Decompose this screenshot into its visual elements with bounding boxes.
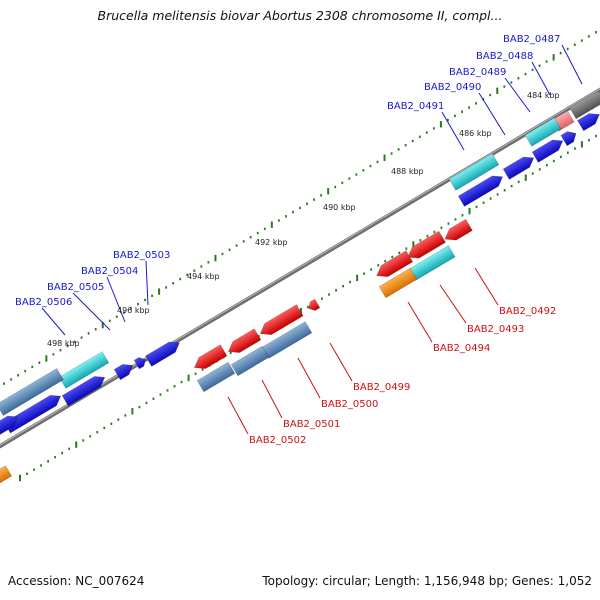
gene-feature-blue[interactable] — [61, 372, 108, 407]
gene-label-bab2-0502[interactable]: BAB2_0502 — [249, 435, 306, 446]
gene-label-bab2-0504[interactable]: BAB2_0504 — [81, 266, 138, 277]
gene-label-bab2-0500[interactable]: BAB2_0500 — [321, 399, 378, 410]
kbp-label: 494 kbp — [187, 272, 220, 281]
gene-feature-blue[interactable] — [502, 153, 537, 180]
gene-feature-blue[interactable] — [133, 355, 148, 370]
gene-feature-cyan[interactable] — [58, 351, 110, 389]
kbp-label: 490 kbp — [323, 203, 356, 212]
gene-feature-red[interactable] — [225, 328, 262, 358]
map-title: Brucella melitensis biovar Abortus 2308 … — [97, 8, 503, 23]
leader-line — [474, 267, 499, 306]
gene-label-bab2-0493[interactable]: BAB2_0493 — [467, 324, 524, 335]
gene-feature-blue[interactable] — [457, 172, 505, 207]
gene-feature-cyan[interactable] — [448, 153, 500, 191]
kbp-label: 484 kbp — [527, 91, 560, 100]
leader-line — [439, 284, 467, 324]
gene-feature-steel[interactable] — [230, 345, 270, 377]
leader-line — [531, 61, 551, 96]
gene-feature-blue[interactable] — [560, 128, 579, 147]
gene-label-bab2-0503[interactable]: BAB2_0503 — [113, 250, 170, 261]
kbp-label: 496 kbp — [117, 306, 150, 315]
leader-line — [145, 260, 149, 306]
leader-line — [441, 111, 465, 151]
gene-label-bab2-0501[interactable]: BAB2_0501 — [283, 419, 340, 430]
gene-label-bab2-0492[interactable]: BAB2_0492 — [499, 306, 556, 317]
tick-marks-outer — [3, 31, 597, 385]
kbp-label: 498 kbp — [47, 339, 80, 348]
kbp-label: 488 kbp — [391, 167, 424, 176]
leader-line — [407, 301, 433, 343]
leader-line — [561, 44, 583, 85]
leader-line — [329, 342, 353, 382]
gene-feature-blue[interactable] — [145, 338, 182, 367]
gene-labels[interactable]: BAB2_0487 BAB2_0488 BAB2_0489 BAB2_0490 BAB2… — [15, 34, 560, 446]
leader-line — [297, 357, 321, 399]
gene-feature-blue[interactable] — [0, 412, 21, 437]
gene-feature-red[interactable] — [306, 298, 321, 313]
gene-feature-red[interactable] — [404, 230, 446, 263]
gene-feature-red[interactable] — [191, 344, 228, 374]
leader-line — [478, 92, 506, 136]
gene-label-bab2-0491[interactable]: BAB2_0491 — [387, 101, 444, 112]
gene-feature-blue[interactable] — [531, 136, 566, 163]
gene-feature-steel[interactable] — [196, 361, 236, 393]
gene-feature-blue[interactable] — [113, 360, 136, 381]
leader-line — [227, 396, 249, 435]
gene-feature-orange[interactable] — [378, 267, 418, 299]
accession-text: Accession: NC_007624 — [8, 574, 145, 588]
label-leader-lines — [41, 44, 583, 435]
leader-line — [106, 276, 126, 323]
leader-line — [504, 77, 531, 113]
gene-features[interactable] — [0, 87, 600, 487]
gene-label-bab2-0499[interactable]: BAB2_0499 — [353, 382, 410, 393]
gene-feature-steel[interactable] — [0, 368, 64, 416]
gene-feature-blue[interactable] — [3, 391, 63, 434]
kbp-label: 492 kbp — [255, 238, 288, 247]
gene-label-bab2-0489[interactable]: BAB2_0489 — [449, 67, 506, 78]
leader-line — [72, 292, 111, 331]
leader-line — [41, 307, 66, 336]
gene-feature-red[interactable] — [373, 250, 414, 282]
gene-feature-blue[interactable] — [577, 109, 600, 132]
gene-label-bab2-0506[interactable]: BAB2_0506 — [15, 297, 72, 308]
topology-summary: Topology: circular; Length: 1,156,948 bp… — [262, 574, 592, 588]
tick-marks-inner — [19, 134, 597, 482]
gene-label-bab2-0488[interactable]: BAB2_0488 — [476, 51, 533, 62]
gene-feature-red[interactable] — [257, 304, 304, 340]
gene-label-bab2-0487[interactable]: BAB2_0487 — [503, 34, 560, 45]
gene-label-bab2-0505[interactable]: BAB2_0505 — [47, 282, 104, 293]
gene-feature-orange[interactable] — [0, 465, 13, 487]
leader-line — [261, 379, 283, 419]
gene-feature-gray[interactable] — [569, 87, 600, 120]
gene-feature-red[interactable] — [442, 218, 473, 244]
gene-feature-cyan[interactable] — [524, 117, 562, 147]
kbp-labels: 484 kbp 486 kbp 488 kbp 490 kbp 492 kbp 494 k… — [47, 91, 560, 348]
kbp-label: 486 kbp — [459, 129, 492, 138]
gene-label-bab2-0494[interactable]: BAB2_0494 — [433, 343, 490, 354]
gene-label-bab2-0490[interactable]: BAB2_0490 — [424, 82, 481, 93]
